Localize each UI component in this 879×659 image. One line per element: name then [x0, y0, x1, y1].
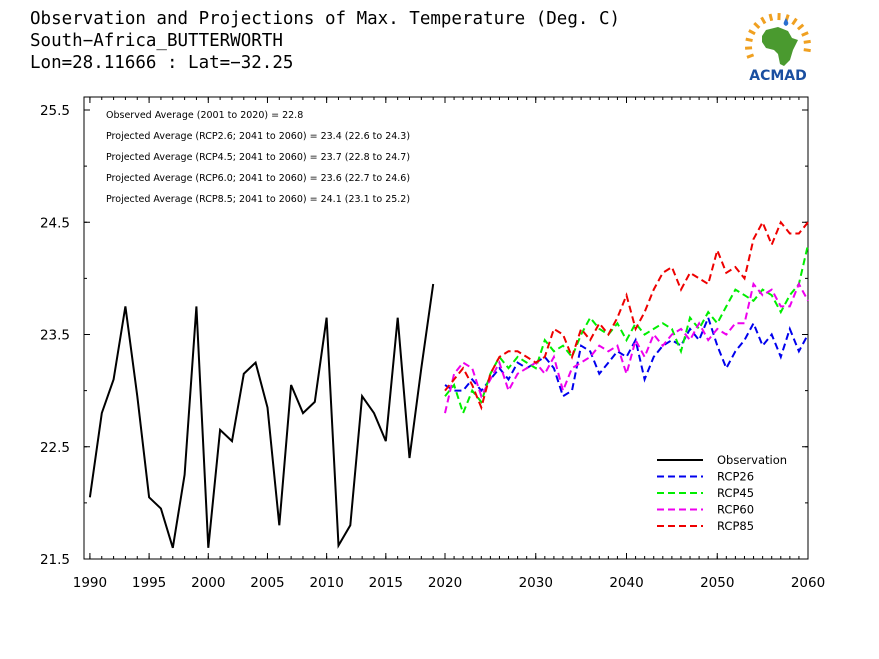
legend-label-observation: Observation: [717, 453, 787, 467]
x-tick-label: 1990: [73, 575, 107, 591]
africa-map-sun-logo-icon: ACMAD: [744, 12, 811, 84]
station-name: South−Africa_BUTTERWORTH: [30, 31, 283, 51]
series-layer: [88, 219, 809, 549]
x-tick-label: 2020: [428, 575, 462, 591]
series-line-rcp85: [444, 219, 809, 411]
y-tick-label: 21.5: [40, 552, 70, 568]
y-tick-label: 22.5: [40, 440, 70, 456]
series-line-rcp60: [444, 281, 809, 414]
logo-sun-ray: [768, 13, 774, 22]
plot-frame: [83, 96, 809, 560]
logo-sun-ray: [796, 23, 805, 31]
acmad-logo: ACMAD: [738, 10, 818, 85]
x-tick-label: 2010: [309, 575, 343, 591]
x-tick-label: 2060: [791, 575, 825, 591]
logo-sun-ray: [748, 29, 756, 36]
series-line-observation: [88, 283, 435, 549]
logo-sun-ray: [745, 37, 753, 43]
chart-title: Observation and Projections of Max. Temp…: [30, 9, 621, 29]
logo-sun-ray: [803, 48, 811, 53]
station-coordinates: Lon=28.11666 : Lat=−32.25: [30, 53, 294, 73]
annotation-line: Projected Average (RCP6.0; 2041 to 2060)…: [106, 173, 410, 184]
logo-sun-ray: [746, 53, 755, 59]
annotation-line: Projected Average (RCP4.5; 2041 to 2060)…: [106, 152, 410, 163]
annotation-line: Observed Average (2001 to 2020) = 22.8: [106, 110, 303, 121]
x-tick-label: 2015: [369, 575, 403, 591]
y-tick-label: 25.5: [40, 103, 70, 119]
legend-label-rcp85: RCP85: [717, 519, 754, 533]
legend-label-rcp45: RCP45: [717, 486, 754, 500]
series-line-rcp26: [444, 314, 809, 398]
x-tick-label: 2000: [191, 575, 225, 591]
axis-ticks: [84, 97, 809, 560]
logo-sun-ray: [791, 17, 798, 26]
axis-tick-labels: 21.5 22.5 23.5 24.5 25.5 1990 1995 2000 2005 2010…: [40, 103, 825, 591]
annotation-line: Projected Average (RCP8.5; 2041 to 2060)…: [106, 194, 410, 205]
legend-label-rcp60: RCP60: [717, 503, 754, 517]
logo-sun-ray: [753, 21, 761, 30]
logo-text: ACMAD: [749, 68, 807, 84]
logo-sun-ray: [801, 31, 809, 37]
x-tick-label: 2050: [700, 575, 734, 591]
legend: Observation RCP26 RCP45 RCP60 RCP85: [657, 453, 787, 533]
x-tick-label: 2040: [609, 575, 643, 591]
y-tick-label: 24.5: [40, 215, 70, 231]
x-tick-label: 2005: [250, 575, 284, 591]
logo-sun-ray: [760, 16, 767, 25]
logo-sun-ray: [803, 39, 811, 44]
legend-label-rcp26: RCP26: [717, 470, 754, 484]
annotations: Observed Average (2001 to 2020) = 22.8 Pr…: [106, 110, 410, 205]
x-tick-label: 2030: [519, 575, 553, 591]
annotation-line: Projected Average (RCP2.6; 2041 to 2060)…: [106, 131, 410, 142]
chart-title-block: Observation and Projections of Max. Temp…: [30, 8, 620, 74]
series-line-rcp45: [444, 244, 809, 417]
x-tick-label: 1995: [132, 575, 166, 591]
y-tick-label: 23.5: [40, 328, 70, 344]
